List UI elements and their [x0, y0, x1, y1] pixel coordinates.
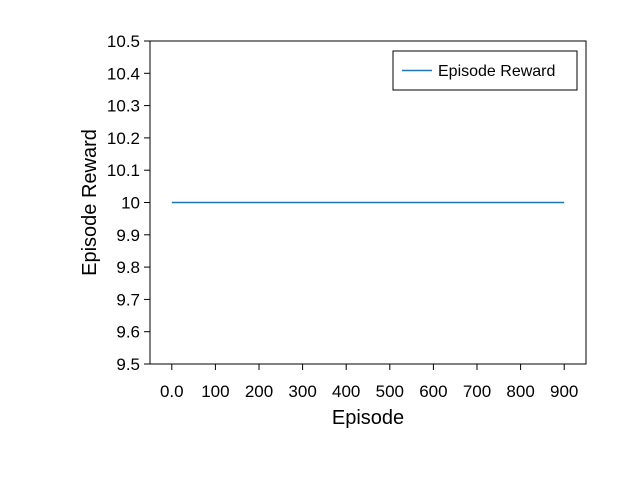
x-axis-title: Episode — [332, 407, 404, 429]
plot-frame — [149, 40, 587, 365]
y-tick-label: 10.2 — [107, 129, 140, 148]
x-tick-label: 600 — [419, 382, 447, 401]
x-tick-label: 700 — [463, 382, 491, 401]
x-tick-label: 900 — [550, 382, 578, 401]
x-tick-label: 300 — [288, 382, 316, 401]
y-tick-label: 9.7 — [116, 290, 140, 309]
y-tick-label: 10 — [121, 194, 140, 213]
y-tick-label: 10.3 — [107, 97, 140, 116]
x-axis-ticks: 0.0 100 200 300 400 500 600 700 800 900 — [160, 364, 578, 401]
x-tick-label: 100 — [201, 382, 229, 401]
y-tick-label: 10.5 — [107, 32, 140, 51]
y-axis-ticks: 9.5 9.6 9.7 9.8 9.9 10 10.1 10.2 10.3 10.4 10.5 — [107, 32, 150, 374]
y-tick-label: 9.9 — [116, 226, 140, 245]
x-tick-label: 0.0 — [160, 382, 184, 401]
y-tick-label: 9.6 — [116, 323, 140, 342]
y-tick-label: 9.8 — [116, 258, 140, 277]
y-tick-label: 10.4 — [107, 64, 140, 83]
legend-label: Episode Reward — [438, 63, 555, 80]
legend: Episode Reward — [392, 50, 578, 91]
y-axis-title: Episode Reward — [79, 129, 101, 276]
x-tick-label: 200 — [245, 382, 273, 401]
y-tick-label: 10.1 — [107, 161, 140, 180]
y-tick-label: 9.5 — [116, 355, 140, 374]
x-tick-label: 400 — [332, 382, 360, 401]
x-tick-label: 800 — [506, 382, 534, 401]
x-tick-label: 500 — [376, 382, 404, 401]
